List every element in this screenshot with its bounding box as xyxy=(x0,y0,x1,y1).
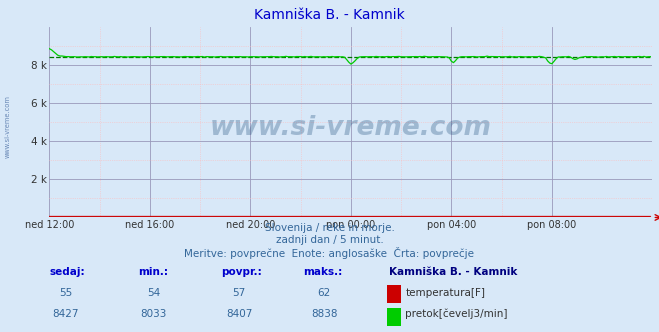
Text: Kamniška B. - Kamnik: Kamniška B. - Kamnik xyxy=(389,267,517,277)
Text: povpr.:: povpr.: xyxy=(221,267,262,277)
Text: min.:: min.: xyxy=(138,267,169,277)
Text: 55: 55 xyxy=(59,288,72,298)
Text: zadnji dan / 5 minut.: zadnji dan / 5 minut. xyxy=(275,235,384,245)
Text: www.si-vreme.com: www.si-vreme.com xyxy=(210,115,492,141)
Text: 62: 62 xyxy=(318,288,331,298)
Text: Kamniška B. - Kamnik: Kamniška B. - Kamnik xyxy=(254,8,405,22)
Text: pretok[čevelj3/min]: pretok[čevelj3/min] xyxy=(405,309,508,319)
Text: maks.:: maks.: xyxy=(303,267,343,277)
Text: 8427: 8427 xyxy=(53,309,79,319)
Text: sedaj:: sedaj: xyxy=(49,267,85,277)
Text: 8838: 8838 xyxy=(311,309,337,319)
Text: 57: 57 xyxy=(233,288,246,298)
Text: 54: 54 xyxy=(147,288,160,298)
Text: Meritve: povprečne  Enote: anglosaške  Črta: povprečje: Meritve: povprečne Enote: anglosaške Črt… xyxy=(185,247,474,259)
Text: 8407: 8407 xyxy=(226,309,252,319)
Text: temperatura[F]: temperatura[F] xyxy=(405,288,485,298)
Text: Slovenija / reke in morje.: Slovenija / reke in morje. xyxy=(264,223,395,233)
Text: 8033: 8033 xyxy=(140,309,167,319)
Text: www.si-vreme.com: www.si-vreme.com xyxy=(5,95,11,158)
